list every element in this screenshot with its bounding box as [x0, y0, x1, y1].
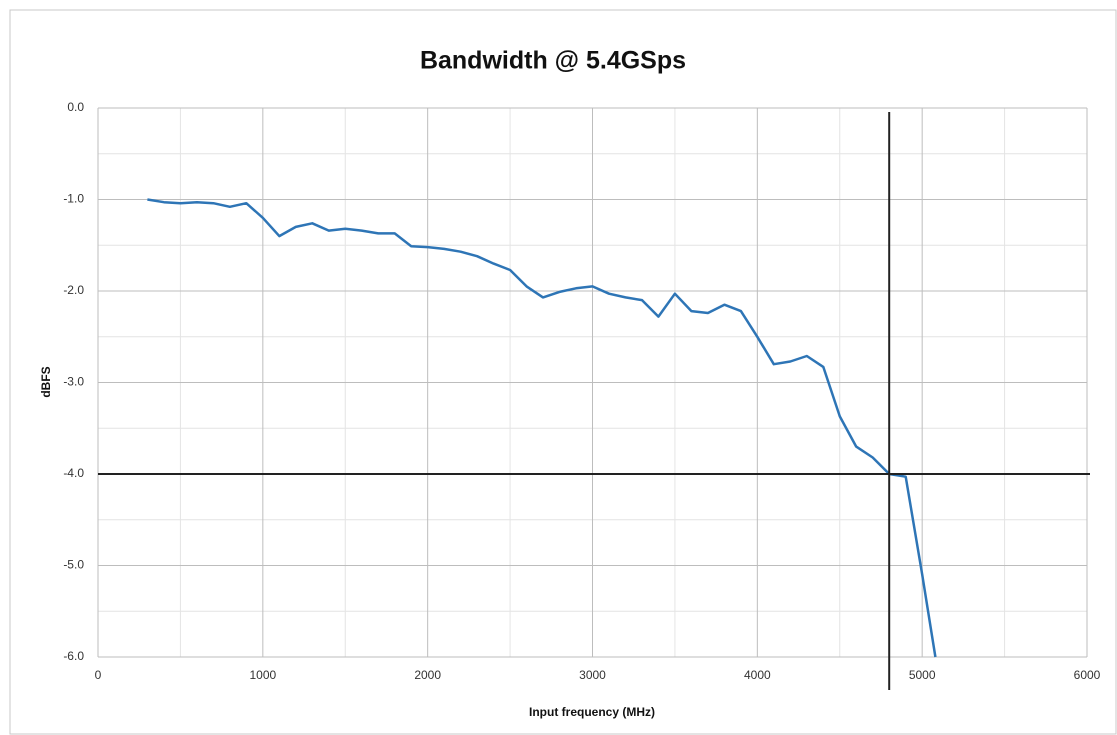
chart-title: Bandwidth @ 5.4GSps: [420, 47, 686, 75]
x-axis-title: Input frequency (MHz): [529, 705, 655, 719]
y-tick-label: -1.0: [63, 192, 84, 206]
x-tick-label: 0: [95, 668, 102, 682]
y-tick-label: 0.0: [67, 100, 84, 114]
chart-border: [9, 9, 1117, 735]
y-tick-label: -2.0: [63, 283, 84, 297]
y-tick-label: -6.0: [63, 649, 84, 663]
x-tick-label: 2000: [414, 668, 441, 682]
x-tick-label: 4000: [744, 668, 771, 682]
x-tick-label: 5000: [909, 668, 936, 682]
data-line: [147, 198, 937, 658]
x-tick-label: 3000: [579, 668, 606, 682]
x-tick-label: 6000: [1074, 668, 1101, 682]
y-tick-label: -3.0: [63, 375, 84, 389]
y-tick-label: -5.0: [63, 558, 84, 572]
y-axis-title: dBFS: [39, 366, 53, 397]
x-tick-label: 1000: [249, 668, 276, 682]
y-tick-label: -4.0: [63, 466, 84, 480]
